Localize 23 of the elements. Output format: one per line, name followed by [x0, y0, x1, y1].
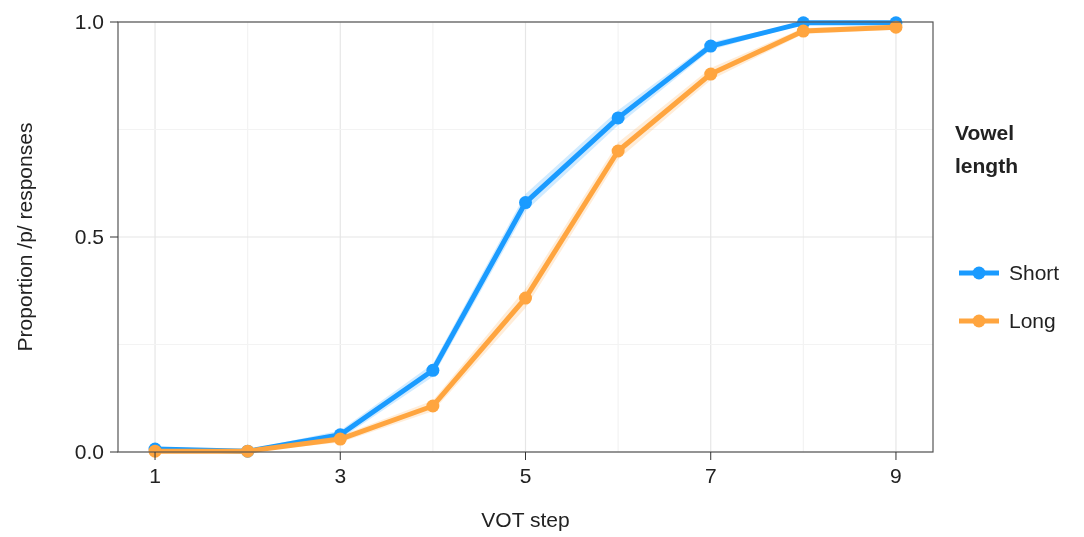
legend-title: Vowel length: [955, 121, 1018, 177]
x-tick-label: 3: [334, 464, 347, 487]
legend-label: Long: [1009, 309, 1056, 333]
legend-label: Short: [1009, 261, 1060, 285]
y-tick-label: 1.0: [74, 10, 104, 34]
x-tick-label: 1: [149, 464, 161, 487]
point: [333, 432, 347, 446]
y-tick-label: 0.0: [74, 440, 104, 464]
x-tick-label: 9: [890, 464, 902, 487]
point: [426, 363, 440, 377]
point: [796, 24, 810, 38]
point: [611, 144, 625, 158]
x-tick-label: 7: [704, 464, 717, 487]
point: [519, 196, 532, 210]
point: [704, 39, 718, 53]
y-axis-title: Proportion /p/ responses: [13, 122, 36, 352]
y-tick-label: 0.5: [74, 225, 104, 249]
x-axis-title: VOT step: [481, 508, 570, 531]
point: [426, 399, 440, 413]
point: [611, 111, 625, 125]
point: [519, 291, 532, 305]
point: [704, 67, 718, 81]
x-tick-label: 5: [519, 464, 532, 487]
